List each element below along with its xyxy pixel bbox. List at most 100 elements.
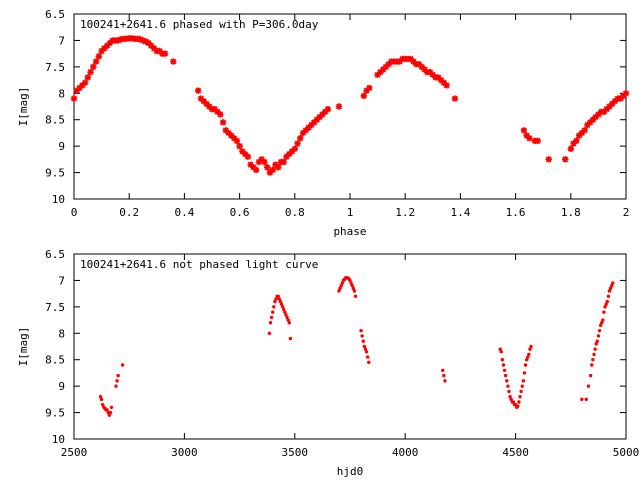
chart2-data-point [524,358,529,362]
chart1-x-tick-label: 0 [71,206,78,219]
chart1-data-point [239,148,246,155]
chart1-data-point [291,145,298,152]
chart2-data-point [288,336,293,341]
chart2-data-point [101,402,105,407]
chart2-data-point [339,284,343,288]
chart1-x-tick-label: 2 [623,206,630,219]
chart2-data-point [274,297,278,301]
chart1-data-point [266,169,274,176]
chart2-y-tick-label: 8 [58,327,65,340]
chart1-y-tick-label: 7 [58,34,65,47]
chart2-data-point [273,299,277,304]
chart1-data-point [156,47,163,55]
chart1-y-axis-label: I[mag] [17,87,30,127]
chart2-data-point [364,350,369,354]
chart2-data-point [115,379,119,383]
chart1-data-point [247,161,254,168]
chart2-data-point [529,344,533,349]
chart1-data-point [335,103,343,110]
chart2-data-point [279,302,284,306]
chart1-y-tick-label: 7.5 [45,61,65,74]
chart1-data-point [578,129,586,137]
chart1-data-point [396,58,403,65]
chart1-data-point [360,92,367,100]
chart2-data-point [603,305,607,309]
chart1-data-point [98,47,105,55]
chart2-data-point [508,395,512,399]
chart2-data-point [99,397,104,402]
chart2-y-tick-label: 6.5 [45,248,65,261]
chart2-data-point [594,342,598,346]
chart1-data-point [609,100,616,108]
chart2-data-point [268,321,273,325]
chart2-data-point [592,352,596,357]
chart2-data-point [337,289,341,293]
chart1-data-point [415,61,423,68]
chart2-data-point [353,294,358,298]
chart1-data-point [313,116,321,123]
chart1-data-point [316,113,323,121]
chart2-data-point [120,363,125,367]
chart2-data-point [528,347,532,351]
chart2-y-tick-label: 10 [52,433,65,446]
chart1-data-point [437,76,445,84]
chart2-data-point [116,373,120,378]
chart1-plot-frame [73,13,627,200]
chart2-data-point [359,328,363,333]
chart1-data-point [426,68,434,76]
chart1-x-tick-label: 1.6 [506,206,526,219]
chart2-plot-frame [73,253,627,440]
chart1-data-point [321,108,329,115]
chart1-data-point [272,161,279,168]
chart2-y-tick-label: 9.5 [45,407,65,420]
chart2-data-point [606,294,611,298]
chart1-data-point [567,145,574,152]
chart1-data-point [95,53,103,60]
chart1-data-point [244,153,252,160]
chart1-data-point [148,42,155,49]
chart1-data-point [81,79,89,86]
chart2-data-point [280,305,285,309]
chart2-data-point [500,358,505,362]
chart1-data-point [603,105,610,113]
chart1-data-point [377,68,384,76]
chart1-data-point [305,124,312,131]
chart1-data-point [302,127,310,134]
chart2-data-point [360,334,364,338]
chart2-data-point [362,344,367,349]
chart1-data-point [101,45,108,52]
chart2-data-point [287,321,291,325]
chart2-data-point [367,360,371,365]
chart1-data-point [297,135,304,142]
chart1-y-tick-label: 9 [58,140,65,153]
chart2-x-tick-label: 3000 [171,446,198,459]
chart2-data-point [503,373,508,378]
chart1-data-point [150,45,158,52]
chart1-data-point [581,127,588,134]
chart2-data-point [349,281,353,285]
chart2-data-point [107,413,112,417]
chart1-data-point [620,92,627,100]
chart1-data-point [288,148,296,155]
chart2-data-point [521,379,526,383]
chart1-y-tick-label: 9.5 [45,167,65,180]
chart1-data-point [225,129,232,137]
chart1-data-point [366,84,373,92]
chart1-data-point [617,95,624,102]
chart2-data-point [271,310,275,314]
chart2-data-point [278,299,283,304]
chart1-data-point [250,164,257,171]
chart1-data-point [526,135,533,142]
chart1-data-point [206,103,213,110]
chart2-data-point [363,347,368,351]
chart1-data-point [286,150,293,158]
chart2-data-point [611,281,615,285]
chart1-data-point [252,166,260,174]
chart2-data-point [605,299,609,304]
chart1-data-point [600,108,608,115]
chart1-data-point [523,132,530,139]
chart1-data-point [545,156,552,163]
chart2-data-point [609,284,614,288]
